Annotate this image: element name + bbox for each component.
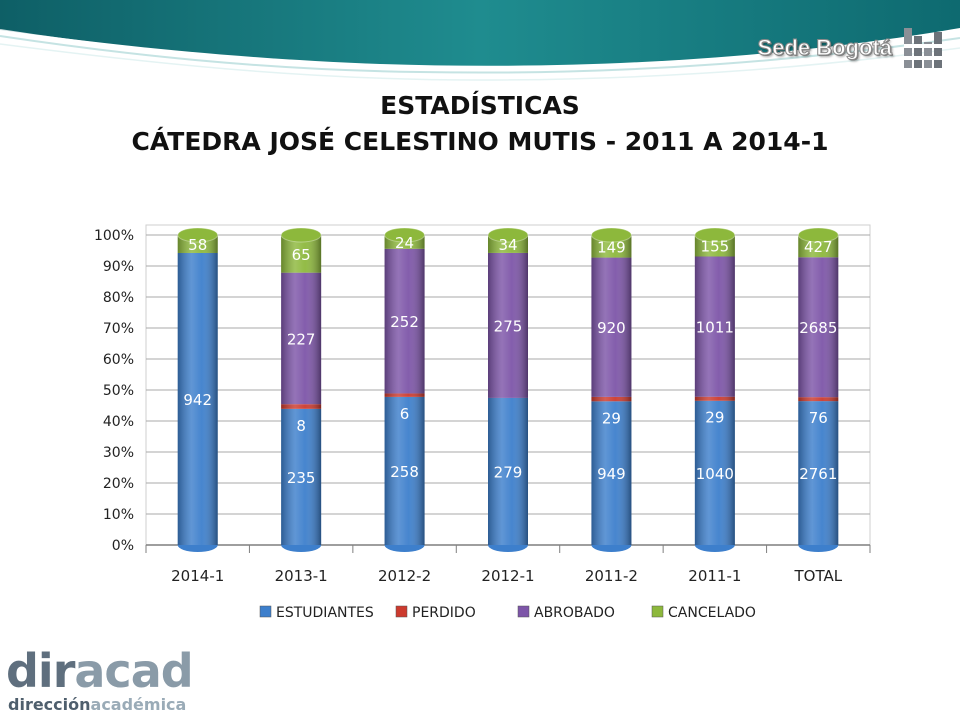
legend-swatch-perdido: [395, 605, 408, 618]
y-tick-label: 40%: [103, 414, 134, 430]
data-label-cancelado: 58: [188, 236, 207, 254]
x-category-label: 2014-1: [171, 567, 224, 585]
data-label-abrobado: 920: [597, 319, 626, 337]
diracad-logo-sub: direcciónacadémica: [8, 695, 187, 714]
data-label-abrobado: 1011: [696, 319, 734, 337]
x-category-label: TOTAL: [793, 567, 842, 585]
title-line-1: ESTADÍSTICAS: [380, 91, 580, 120]
bar-shade: [798, 401, 839, 545]
bar-top-cap: [797, 227, 839, 243]
bar-shade: [281, 272, 322, 405]
data-label-estudiantes: 235: [287, 469, 316, 487]
bar-shade: [384, 248, 425, 394]
y-tick-label: 10%: [103, 507, 134, 523]
legend-swatch-estudiantes: [259, 605, 272, 618]
page-title: ESTADÍSTICAS CÁTEDRA JOSÉ CELESTINO MUTI…: [0, 88, 960, 160]
x-category-label: 2013-1: [275, 567, 328, 585]
bar-shade: [798, 257, 839, 398]
data-label-perdido: 76: [809, 409, 828, 427]
data-label-estudiantes: 2761: [799, 465, 837, 483]
legend-label-estudiantes: ESTUDIANTES: [276, 605, 374, 621]
data-label-abrobado: 275: [494, 317, 523, 335]
bar-shade: [591, 396, 632, 402]
x-category-label: 2011-1: [688, 567, 741, 585]
diracad-logo: diracad direcciónacadémica: [0, 640, 260, 720]
data-label-estudiantes: 942: [183, 391, 212, 409]
data-label-perdido: 8: [296, 417, 306, 435]
y-tick-label: 60%: [103, 352, 134, 368]
bar-top-cap: [384, 227, 426, 243]
data-label-estudiantes: 1040: [696, 465, 734, 483]
x-category-label: 2012-1: [481, 567, 534, 585]
bar-top-cap: [280, 227, 322, 243]
bar-shade: [694, 396, 735, 401]
stacked-bar-chart: 0% 10% 20% 30% 40% 50% 60% 70% 80% 90% 100% 2014-1 2…: [60, 210, 900, 630]
header-brand: Sede Bogotá: [757, 26, 946, 70]
y-tick-label: 100%: [94, 228, 134, 244]
bar-shade: [694, 256, 735, 397]
brand-text: Sede Bogotá: [757, 35, 892, 61]
data-label-perdido: 29: [705, 409, 724, 427]
bar-top-cap: [177, 227, 219, 243]
bar-shade: [488, 252, 528, 398]
legend-swatch-abrobado: [517, 605, 530, 618]
legend-label-cancelado: CANCELADO: [668, 605, 756, 621]
data-label-cancelado: 155: [701, 238, 730, 256]
bar-shade: [798, 397, 839, 402]
bar-top-cap: [590, 227, 632, 243]
bar-shade: [177, 252, 218, 546]
legend-swatch-cancelado: [651, 605, 664, 618]
un-logo-icon: [904, 28, 942, 68]
bar-top-cap: [487, 227, 529, 243]
x-category-label: 2011-2: [585, 567, 638, 585]
y-tick-label: 90%: [103, 259, 134, 275]
bar-shade: [384, 393, 425, 397]
legend-label-perdido: PERDIDO: [412, 605, 476, 621]
data-label-estudiantes: 949: [597, 465, 626, 483]
y-tick-label: 20%: [103, 476, 134, 492]
bar-shade: [281, 408, 322, 545]
data-label-perdido: 29: [602, 409, 621, 427]
data-label-cancelado: 149: [597, 238, 626, 256]
bar-shade: [591, 257, 632, 397]
data-label-perdido: 6: [400, 405, 410, 423]
bar-shade: [488, 397, 528, 545]
data-label-cancelado: 427: [804, 238, 833, 256]
y-tick-label: 80%: [103, 290, 134, 306]
bar-shade: [384, 396, 425, 545]
x-category-label: 2012-2: [378, 567, 431, 585]
bar-shade: [591, 401, 632, 545]
bar-shade: [694, 400, 735, 545]
header-wave-band: [0, 0, 960, 81]
y-tick-label: 30%: [103, 445, 134, 461]
data-label-cancelado: 24: [395, 234, 414, 252]
y-tick-label: 0%: [112, 538, 134, 554]
y-tick-label: 50%: [103, 383, 134, 399]
data-label-estudiantes: 258: [390, 463, 419, 481]
data-label-abrobado: 252: [390, 313, 419, 331]
chart-svg: 0% 10% 20% 30% 40% 50% 60% 70% 80% 90% 100% 2014-1 2…: [94, 224, 871, 621]
data-label-cancelado: 65: [292, 246, 311, 264]
data-label-cancelado: 34: [498, 236, 517, 254]
legend-label-abrobado: ABROBADO: [534, 605, 615, 621]
title-line-2: CÁTEDRA JOSÉ CELESTINO MUTIS - 2011 A 20…: [131, 127, 829, 156]
data-label-estudiantes: 279: [494, 463, 523, 481]
bar-shade: [281, 404, 322, 409]
data-label-abrobado: 2685: [799, 319, 837, 337]
bar-top-cap: [694, 227, 736, 243]
data-label-abrobado: 227: [287, 330, 316, 348]
y-tick-label: 70%: [103, 321, 134, 337]
diracad-logo-main: diracad: [6, 644, 194, 698]
